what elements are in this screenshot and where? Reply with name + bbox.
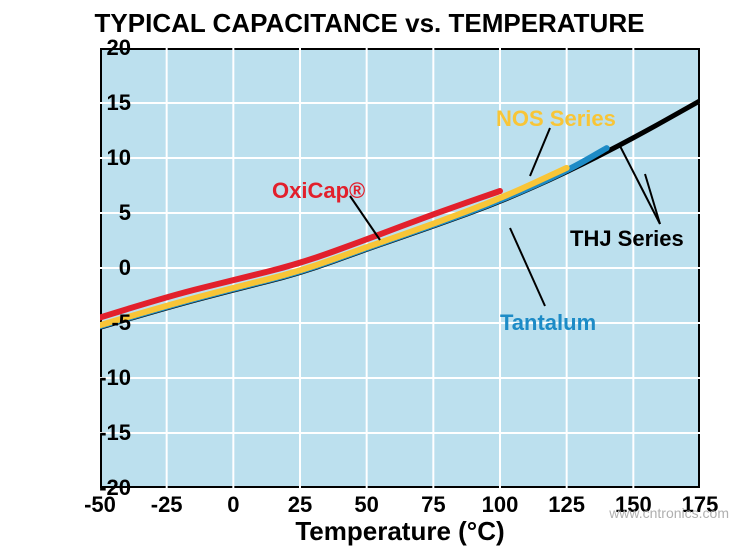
series-label-oxicap: OxiCap®: [272, 178, 365, 204]
x-tick: 75: [408, 492, 458, 518]
x-tick: 125: [542, 492, 592, 518]
y-tick: 0: [91, 255, 131, 281]
y-tick: -15: [91, 420, 131, 446]
x-tick: 100: [475, 492, 525, 518]
y-tick: -5: [91, 310, 131, 336]
y-tick: 10: [91, 145, 131, 171]
y-tick: 20: [91, 35, 131, 61]
y-tick: 5: [91, 200, 131, 226]
chart-container: OxiCap® NOS Series Tantalum THJ Series: [100, 48, 700, 488]
x-tick: -50: [75, 492, 125, 518]
y-tick: -10: [91, 365, 131, 391]
x-tick: -25: [142, 492, 192, 518]
x-tick: 50: [342, 492, 392, 518]
x-tick: 25: [275, 492, 325, 518]
x-tick: 0: [208, 492, 258, 518]
series-label-nos: NOS Series: [496, 106, 616, 132]
series-label-tantalum: Tantalum: [500, 310, 596, 336]
watermark: www.cntronics.com: [609, 505, 729, 521]
series-label-thj: THJ Series: [570, 226, 684, 252]
y-tick: 15: [91, 90, 131, 116]
